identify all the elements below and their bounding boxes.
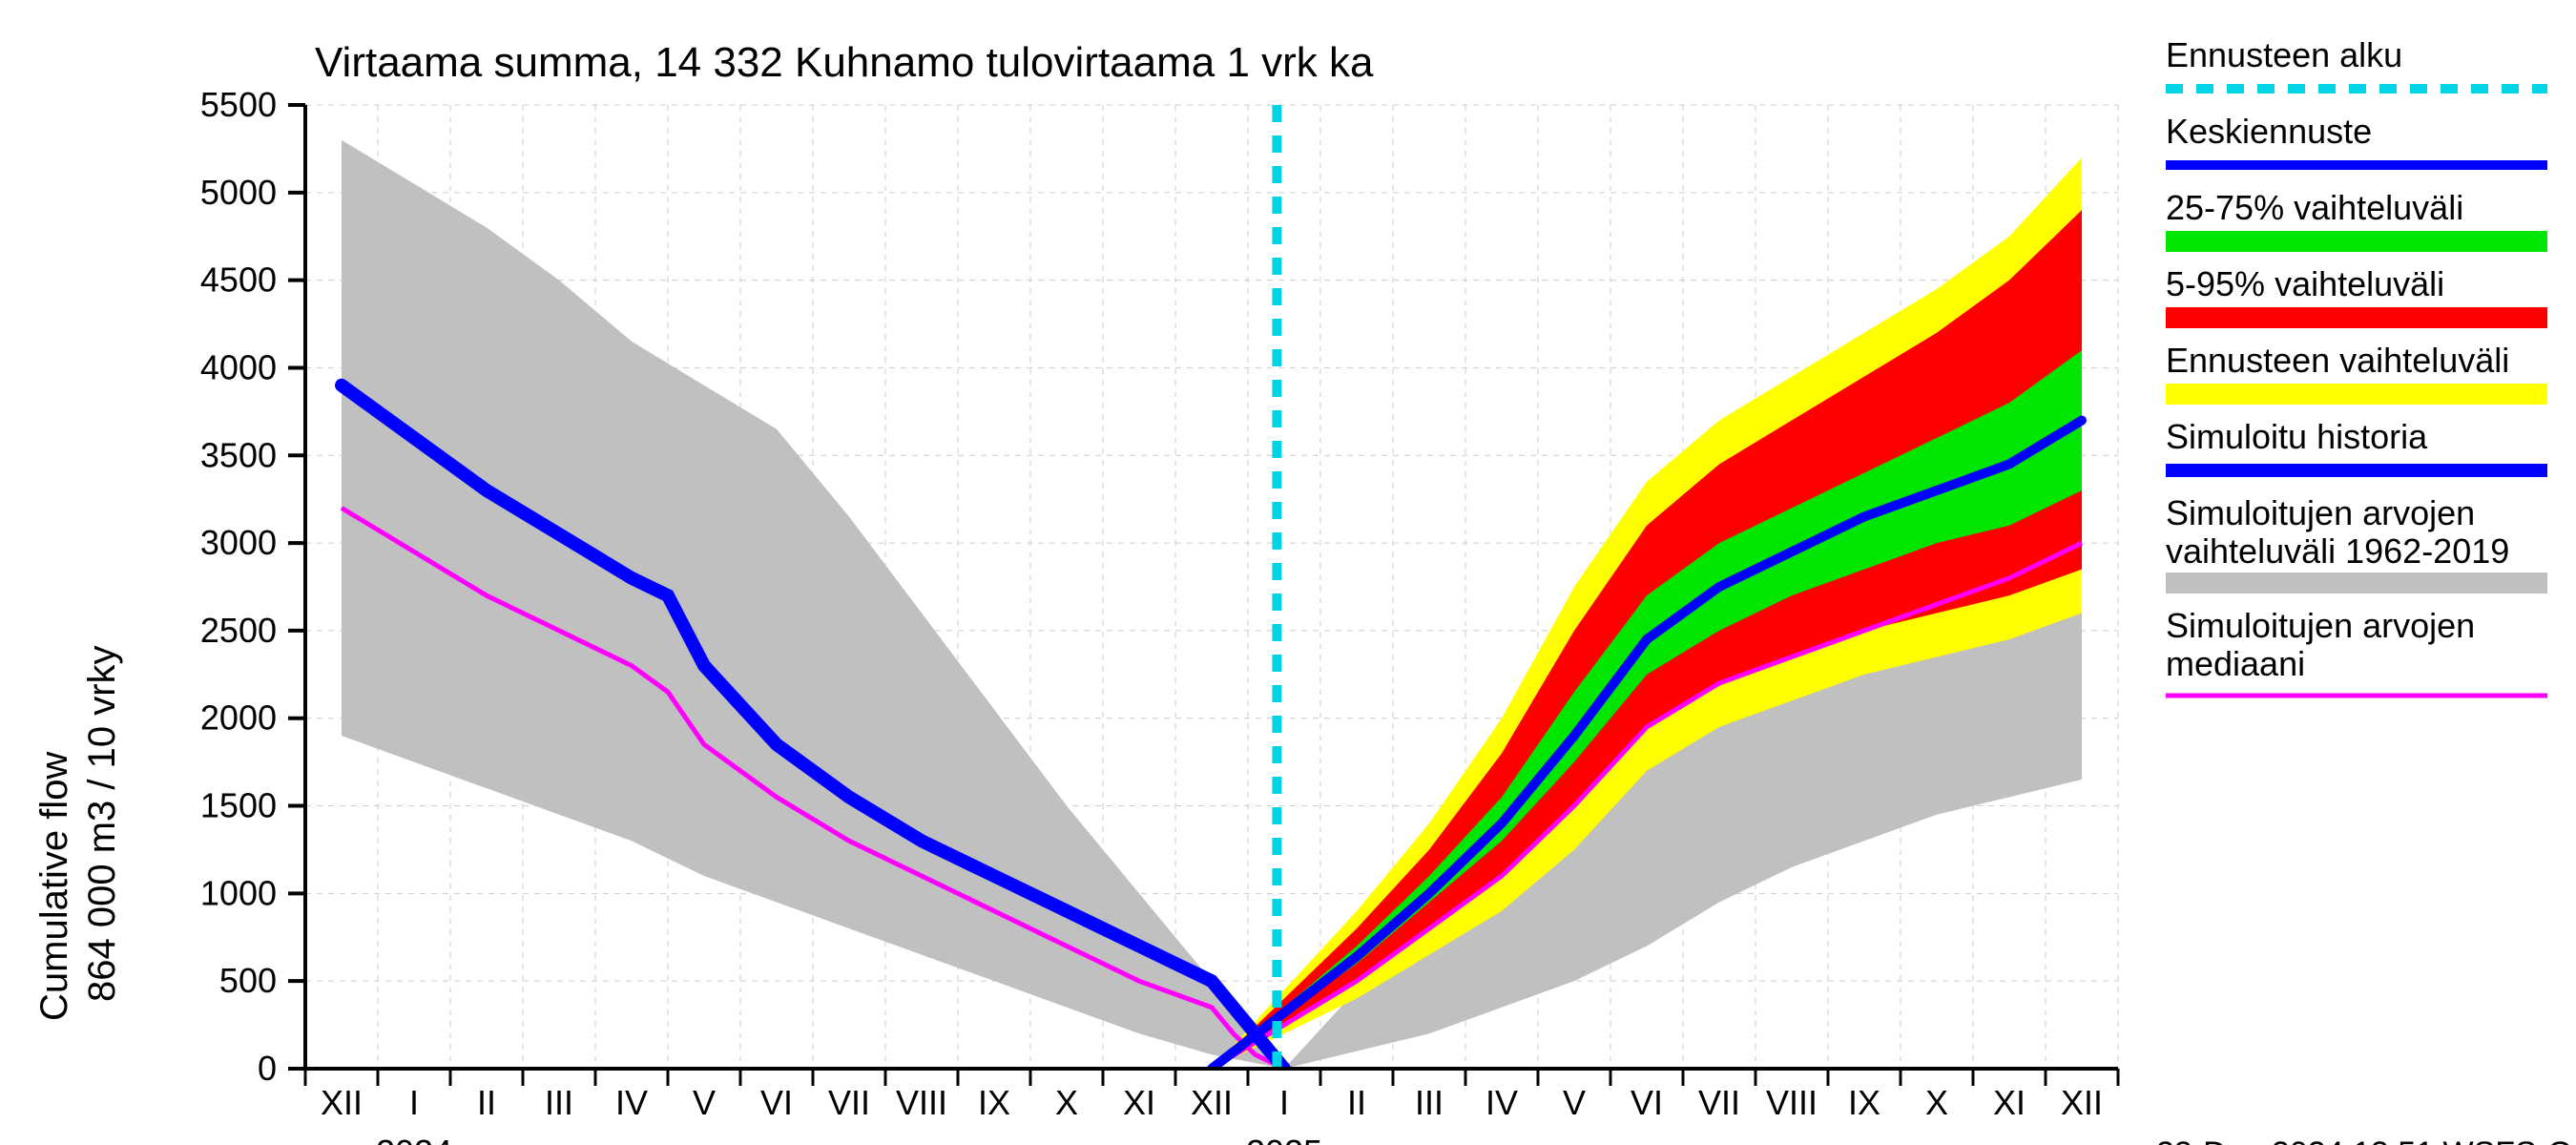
ytick-label: 0 bbox=[258, 1049, 277, 1088]
xtick-label: X bbox=[1925, 1083, 1948, 1122]
xtick-label: X bbox=[1055, 1083, 1078, 1122]
xtick-label: VII bbox=[1698, 1083, 1740, 1122]
ytick-label: 500 bbox=[219, 961, 277, 1000]
xtick-label: II bbox=[1347, 1083, 1366, 1122]
xtick-label: XII bbox=[2061, 1083, 2103, 1122]
legend-swatch bbox=[2166, 384, 2547, 405]
legend-label: Keskiennuste bbox=[2166, 112, 2372, 151]
legend-label: vaihteluväli 1962-2019 bbox=[2166, 531, 2509, 571]
xtick-label: IX bbox=[978, 1083, 1010, 1122]
legend-label: Simuloitujen arvojen bbox=[2166, 606, 2475, 645]
ytick-label: 3000 bbox=[200, 523, 277, 562]
legend-swatch bbox=[2166, 572, 2547, 593]
ytick-label: 5500 bbox=[200, 85, 277, 124]
xtick-label: IV bbox=[615, 1083, 648, 1122]
ylabel-2: 864 000 m3 / 10 vrky bbox=[81, 645, 123, 1002]
legend-label: Ennusteen vaihteluväli bbox=[2166, 341, 2509, 380]
xtick-label: V bbox=[693, 1083, 716, 1122]
xtick-label: VI bbox=[1631, 1083, 1663, 1122]
chart-container: 0 500 1000 1500 2000 2500 3000 3500 4000 4500 5000… bbox=[0, 0, 2576, 1145]
ytick-label: 1000 bbox=[200, 873, 277, 912]
chart-svg: 0 500 1000 1500 2000 2500 3000 3500 4000 4500 5000… bbox=[0, 0, 2576, 1145]
ytick-label: 3500 bbox=[200, 435, 277, 474]
xtick-label: VIII bbox=[896, 1083, 947, 1122]
legend-label: 5-95% vaihteluväli bbox=[2166, 264, 2444, 303]
xtick-label: IV bbox=[1485, 1083, 1518, 1122]
ytick-label: 1500 bbox=[200, 786, 277, 825]
xtick-label: V bbox=[1563, 1083, 1586, 1122]
legend-label: Simuloitujen arvojen bbox=[2166, 493, 2475, 532]
legend-label: 25-75% vaihteluväli bbox=[2166, 188, 2463, 227]
ytick-label: 4000 bbox=[200, 347, 277, 386]
xtick-label: XI bbox=[1123, 1083, 1155, 1122]
legend-label: mediaani bbox=[2166, 644, 2305, 683]
xtick-label: I bbox=[1279, 1083, 1289, 1122]
xtick-label: III bbox=[1415, 1083, 1444, 1122]
xtick-label: VII bbox=[828, 1083, 870, 1122]
year-label: 2025 bbox=[1246, 1133, 1322, 1145]
ytick-label: 2500 bbox=[200, 611, 277, 650]
xtick-label: XI bbox=[1993, 1083, 2025, 1122]
ytick-label: 2000 bbox=[200, 698, 277, 738]
ylabel-1: Cumulative flow bbox=[33, 752, 75, 1021]
xtick-label: II bbox=[477, 1083, 496, 1122]
legend-label: Ennusteen alku bbox=[2166, 35, 2402, 74]
legend-label: Simuloitu historia bbox=[2166, 417, 2428, 456]
xtick-label: VI bbox=[760, 1083, 793, 1122]
legend-swatch bbox=[2166, 231, 2547, 252]
xtick-label: VIII bbox=[1766, 1083, 1818, 1122]
ytick-label: 5000 bbox=[200, 173, 277, 212]
xtick-label: III bbox=[545, 1083, 573, 1122]
xtick-label: XII bbox=[321, 1083, 363, 1122]
ytick-label: 4500 bbox=[200, 260, 277, 300]
xtick-label: IX bbox=[1848, 1083, 1880, 1122]
chart-title: Virtaama summa, 14 332 Kuhnamo tulovirta… bbox=[315, 39, 1374, 86]
footer-text: 23-Dec-2024 13:51 WSFS-O bbox=[2156, 1135, 2573, 1145]
year-label: 2024 bbox=[376, 1133, 452, 1145]
legend-swatch bbox=[2166, 307, 2547, 328]
xtick-label: I bbox=[409, 1083, 419, 1122]
xtick-label: XII bbox=[1191, 1083, 1233, 1122]
